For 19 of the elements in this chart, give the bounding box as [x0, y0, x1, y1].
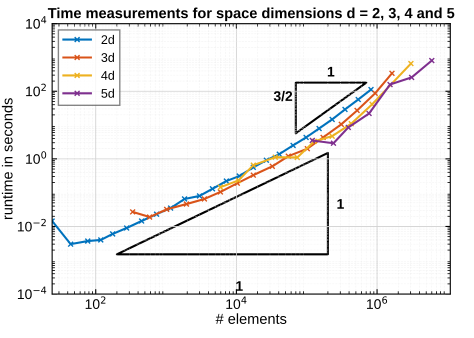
legend-label: 4d — [101, 70, 114, 80]
legend-label: 3d — [101, 52, 114, 62]
y-tick-label: 10$^{−4}$ — [18, 286, 46, 300]
x-tick-label: 10$^{6}$ — [367, 296, 388, 310]
y-tick-label: 10$^{0}$ — [26, 151, 46, 164]
annotation: 1 — [337, 199, 344, 209]
y-tick-label: 10$^{−2}$ — [18, 218, 46, 232]
y-tick-label: 10$^{2}$ — [26, 84, 46, 96]
y-axis-title: runtime in seconds — [2, 98, 13, 220]
legend-label: 2d — [102, 34, 114, 44]
annotation: 3/2 — [274, 90, 292, 102]
x-axis-title: # elements — [216, 313, 286, 324]
x-tick-label: 10$^{2}$ — [86, 296, 106, 310]
y-tick-label: 10$^{4}$ — [26, 16, 46, 29]
annotation: 1 — [328, 66, 334, 76]
x-tick-label: 10$^{4}$ — [226, 296, 247, 310]
chart-title: Time measurements for space dimensions d = 2, 3, 4 and 5 — [48, 8, 454, 22]
legend-label: 5d — [101, 88, 114, 98]
annotation: 1 — [236, 281, 243, 291]
